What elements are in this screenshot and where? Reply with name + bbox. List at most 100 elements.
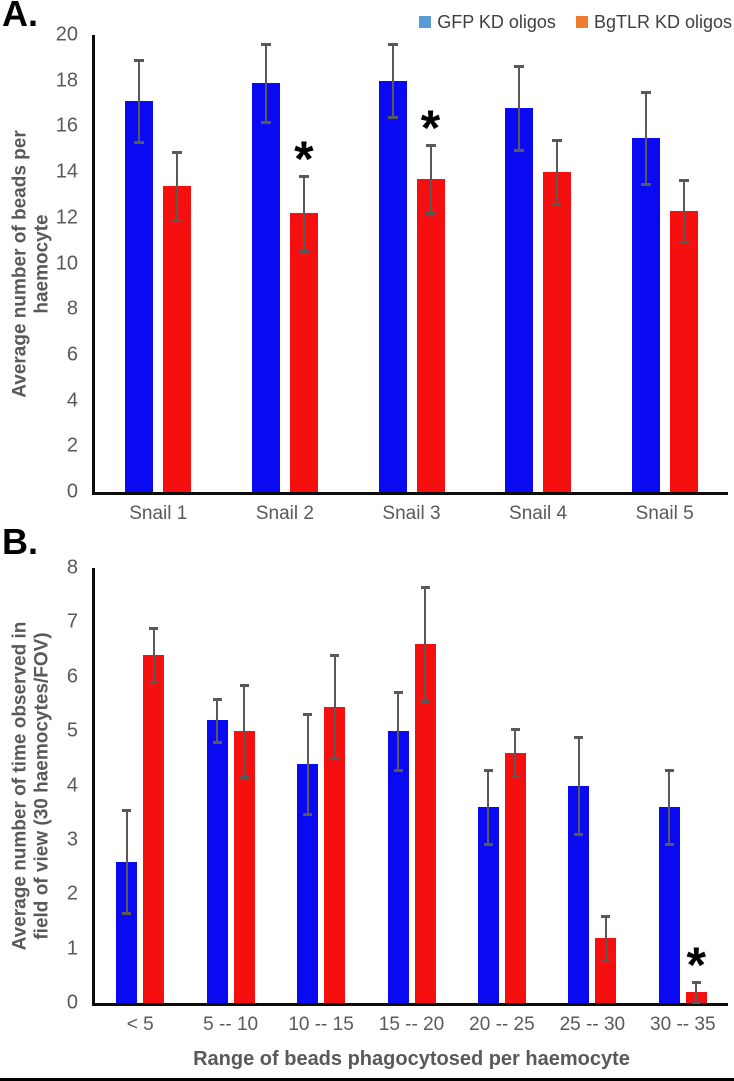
error-bar [125, 809, 128, 914]
error-bar-cap [149, 626, 159, 630]
x-tick-label: Snail 3 [382, 503, 441, 524]
bar-bgtlr-kd-oligos-10-15 [324, 706, 346, 1003]
error-bar-cap [239, 683, 249, 687]
error-bar-cap [514, 149, 525, 153]
bar-bgtlr-kd-oligos-snail-2 [289, 213, 318, 492]
x-tick-label: 15 -- 20 [378, 1014, 445, 1035]
error-bar [216, 698, 219, 742]
error-bar-cap [172, 150, 183, 154]
error-bar-cap [483, 843, 493, 847]
error-bar-cap [640, 91, 651, 95]
legend: GFP KD oligos BgTLR KD oligos [419, 13, 732, 31]
y-tick-label: 5 [66, 719, 78, 742]
x-tick-label: < 5 [126, 1014, 154, 1035]
y-tick-label: 6 [66, 343, 78, 366]
error-bar [333, 655, 336, 759]
y-tick-label: 0 [66, 991, 78, 1014]
error-bar [243, 684, 246, 778]
error-bar-cap [425, 143, 436, 147]
y-tick-label: 4 [66, 389, 78, 412]
error-bar [397, 691, 399, 771]
y-tick-label: 20 [55, 23, 78, 46]
x-tick-label: 25 -- 30 [559, 1014, 626, 1035]
bar-bgtlr-kd-oligos-snail-4 [543, 172, 572, 492]
error-bar-cap [387, 116, 398, 120]
bar-gfp-kd-oligos-10-15 [297, 763, 319, 1003]
panel-b-y-axis-title-line-1: Average number of time observed in [9, 621, 30, 950]
y-tick-label: 16 [55, 114, 78, 137]
error-bar [577, 736, 580, 835]
error-bar-cap [212, 741, 222, 744]
error-bar-cap [691, 1000, 701, 1004]
error-bar [604, 916, 607, 960]
error-bar [644, 92, 647, 184]
bar-gfp-kd-oligos-15-20 [387, 731, 409, 1003]
panel-a-plot-area: 0 2 4 6 8 10 12 14 16 18 20 Snail 1 Snail 2 Snail 3 Sn… [56, 25, 728, 524]
y-tick-label: 8 [66, 556, 78, 579]
significance-marker: * [686, 937, 707, 994]
bar-gfp-kd-oligos-5-10 [206, 720, 228, 1003]
error-bar-cap [678, 179, 689, 183]
bar-gfp-kd-oligos-20-25 [477, 807, 499, 1003]
panel-a-label: A. [2, 0, 38, 34]
x-tick-label: Snail 5 [635, 503, 694, 524]
legend-label-bgtlr: BgTLR KD oligos [593, 12, 732, 32]
error-bar-cap [664, 843, 674, 847]
error-bar [514, 729, 517, 777]
error-bar [138, 60, 141, 143]
error-bar-cap [303, 712, 313, 716]
error-bar [556, 140, 559, 205]
error-bar-cap [149, 681, 159, 685]
error-bar-cap [298, 249, 309, 253]
error-bar-cap [298, 174, 309, 178]
error-bar-cap [387, 43, 398, 47]
bar-gfp-kd-oligos-snail-3 [378, 80, 407, 492]
x-tick-label: 5 -- 10 [203, 1014, 259, 1035]
error-bar-cap [330, 757, 340, 761]
panel-a-y-axis-title-line-1: Average number of beads per [9, 129, 30, 398]
error-bar [487, 770, 490, 845]
x-tick-label: Snail 2 [255, 503, 314, 524]
error-bar [306, 713, 309, 814]
legend-label-gfp: GFP KD oligos [437, 12, 556, 32]
bar-bgtlr-kd-oligos-5-10 [233, 731, 255, 1003]
error-bar-cap [260, 43, 271, 47]
error-bar-cap [122, 808, 132, 812]
legend-swatch-gfp-icon [419, 16, 432, 28]
legend-item-bgtlr-kd-oligos: BgTLR KD oligos [575, 12, 732, 32]
error-bar-cap [510, 775, 520, 779]
error-bar [518, 65, 521, 151]
error-bar [424, 587, 426, 702]
panel-b-label: B. [2, 521, 38, 562]
error-bar-cap [212, 697, 222, 701]
bar-gfp-kd-oligos-snail-5 [631, 137, 660, 492]
x-tick-label: Snail 4 [509, 503, 568, 524]
y-tick-label: 3 [66, 828, 78, 851]
bar-bgtlr-kd-oligos-25-30 [595, 937, 617, 1003]
significance-marker: * [420, 99, 441, 156]
error-bar-cap [134, 59, 145, 63]
bar-gfp-kd-oligos-5 [116, 861, 138, 1003]
error-bar [429, 144, 432, 214]
y-tick-label: 6 [66, 665, 78, 688]
y-tick-label: 0 [66, 480, 78, 503]
bar-bgtlr-kd-oligos-snail-1 [163, 185, 192, 492]
y-tick-label: 2 [66, 434, 78, 457]
y-tick-label: 2 [66, 882, 78, 905]
legend-swatch-bgtlr-icon [575, 16, 588, 28]
error-bar [152, 627, 155, 683]
y-tick-label: 18 [55, 69, 78, 92]
error-bar [264, 44, 267, 122]
error-bar-cap [420, 700, 430, 704]
x-tick-label: 20 -- 25 [469, 1014, 535, 1035]
x-tick-label: Snail 1 [129, 503, 188, 524]
bar-bgtlr-kd-oligos-snail-3 [416, 178, 445, 492]
y-tick-label: 12 [55, 206, 78, 229]
error-bar [302, 175, 305, 251]
error-bar-cap [552, 139, 563, 143]
error-bar-cap [393, 769, 403, 773]
bar-gfp-kd-oligos-25-30 [568, 785, 590, 1003]
error-bar-cap [303, 812, 313, 816]
error-bar-cap [574, 735, 584, 739]
